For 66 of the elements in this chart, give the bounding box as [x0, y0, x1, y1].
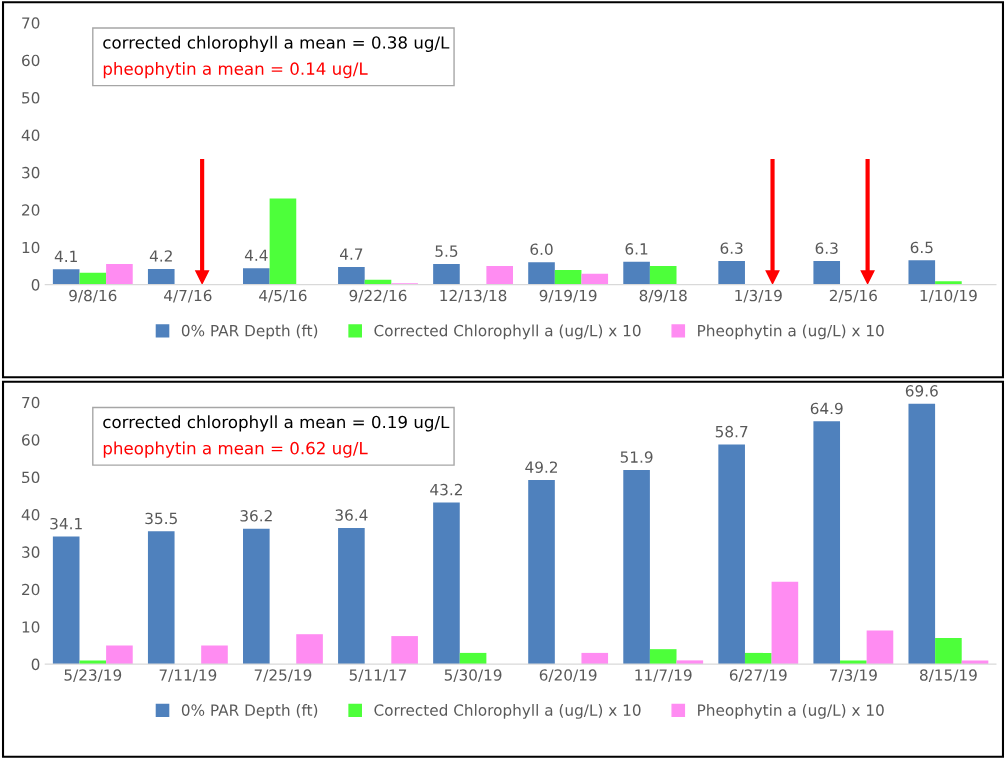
y-tick-label: 0 — [31, 658, 40, 671]
y-tick-label: 10 — [22, 241, 40, 254]
x-tick-label: 8/15/19 — [919, 669, 977, 683]
data-label: 51.9 — [620, 451, 653, 463]
y-tick-label: 50 — [22, 92, 40, 104]
legend-label: Corrected Chlorophyll a (ug/L) x 10 — [374, 324, 641, 340]
y-tick-label: 70 — [22, 396, 40, 409]
y-tick-label: 30 — [22, 166, 40, 179]
y-tick-label: 10 — [22, 621, 40, 633]
data-label: 36.4 — [335, 509, 368, 521]
data-label: 6.3 — [720, 242, 743, 254]
data-label: 6.1 — [625, 243, 648, 255]
y-tick-label: 20 — [22, 204, 40, 216]
data-label: 58.7 — [715, 425, 748, 438]
y-tick-label: 0 — [31, 279, 40, 291]
annotation: corrected chlorophyll a mean = 0.19 ug/L — [103, 415, 450, 432]
data-label: 4.2 — [149, 250, 172, 262]
legend-label: Corrected Chlorophyll a (ug/L) x 10 — [374, 704, 641, 719]
data-label: 6.3 — [815, 242, 838, 254]
y-tick-label: 40 — [21, 508, 40, 521]
data-label: 36.2 — [240, 510, 272, 522]
data-label: 34.1 — [50, 517, 82, 530]
annotation: pheophytin a mean = 0.62 ug/L — [103, 441, 368, 458]
y-tick-label: 30 — [22, 546, 40, 558]
y-tick-label: 50 — [22, 471, 40, 484]
legend-label: Pheophytin a (ug/L) x 10 — [698, 704, 884, 719]
y-tick-label: 70 — [22, 17, 40, 29]
data-label: 4.7 — [339, 248, 363, 260]
legend-label: 0% PAR Depth (ft) — [181, 324, 318, 340]
data-label: 49.2 — [525, 461, 557, 473]
x-tick-label: 5/23/19 — [64, 669, 122, 683]
x-tick-label: 5/30/19 — [444, 669, 502, 683]
annotation: corrected chlorophyll a mean = 0.38 ug/L — [103, 35, 450, 52]
x-tick-label: 11/7/19 — [635, 669, 692, 683]
data-label: 64.9 — [810, 402, 843, 415]
x-tick-label: 7/11/19 — [159, 669, 217, 683]
data-label: 6.0 — [530, 243, 553, 256]
x-tick-label: 5/11/17 — [349, 669, 407, 683]
data-label: 5.5 — [435, 245, 458, 257]
data-label: 4.4 — [244, 249, 268, 261]
data-label: 43.2 — [430, 483, 462, 496]
data-label: 6.5 — [910, 241, 933, 254]
legend-label: 0% PAR Depth (ft) — [181, 704, 318, 719]
y-tick-label: 60 — [22, 54, 40, 67]
x-tick-label: 2/5/16 — [829, 289, 877, 303]
y-tick-label: 60 — [22, 434, 40, 446]
x-tick-label: 6/27/19 — [729, 669, 787, 683]
x-tick-label: 8/9/18 — [639, 289, 687, 303]
x-tick-label: 1/10/19 — [920, 289, 977, 303]
y-tick-label: 40 — [21, 129, 40, 142]
x-tick-label: 9/8/16 — [69, 289, 117, 303]
data-label: 4.1 — [54, 250, 77, 262]
annotation: pheophytin a mean = 0.14 ug/L — [103, 62, 368, 79]
data-label: 35.5 — [145, 512, 177, 525]
x-tick-label: 6/20/19 — [539, 669, 597, 683]
x-tick-label: 9/19/19 — [539, 289, 597, 303]
x-tick-label: 12/13/18 — [440, 289, 507, 303]
x-tick-label: 4/5/16 — [259, 289, 307, 303]
legend-label: Pheophytin a (ug/L) x 10 — [698, 324, 884, 340]
x-tick-label: 7/3/19 — [830, 669, 877, 683]
x-tick-label: 7/25/19 — [254, 669, 312, 683]
x-tick-label: 9/22/16 — [349, 289, 407, 303]
y-tick-label: 20 — [22, 583, 40, 596]
x-tick-label: 4/7/16 — [164, 289, 212, 303]
x-tick-label: 1/3/19 — [735, 289, 782, 303]
data-label: 69.6 — [905, 385, 938, 397]
